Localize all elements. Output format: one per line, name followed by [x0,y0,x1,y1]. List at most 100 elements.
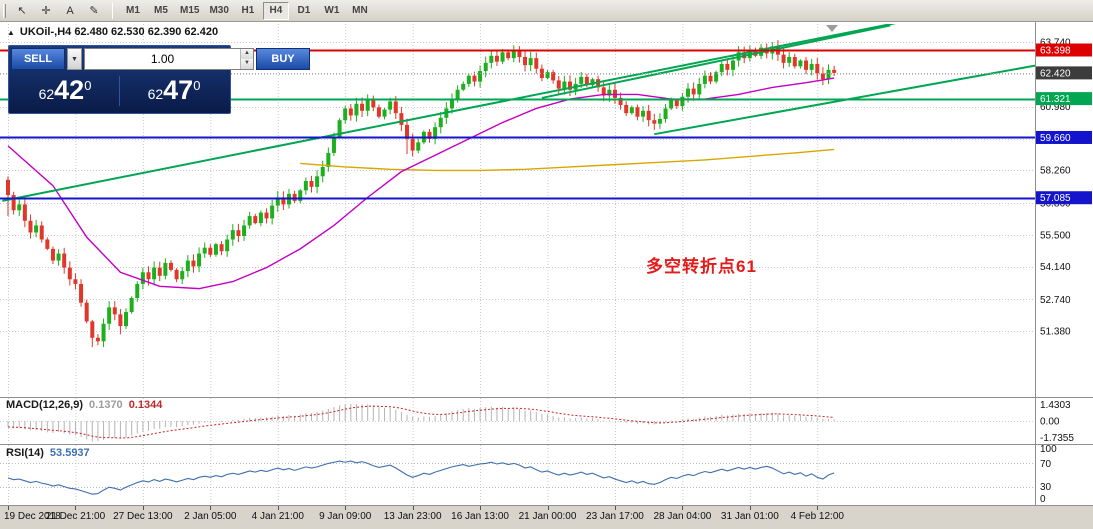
timeframe-button-m30[interactable]: M30 [205,2,232,20]
trendline-uptrend-main[interactable] [2,23,897,202]
candle [781,54,786,63]
candle [708,75,713,82]
candle [146,272,151,280]
candle [73,279,78,284]
timeframe-button-w1[interactable]: W1 [319,2,345,20]
candle [657,118,662,124]
candle [792,56,797,67]
candle [67,267,72,280]
candle [315,176,320,187]
timeframe-button-m1[interactable]: M1 [120,2,146,20]
candle [472,75,477,82]
time-axis-strip [0,505,1093,529]
candle [579,76,584,84]
draw-tool-button[interactable]: ✎ [83,2,105,20]
candle [112,307,117,315]
candle [809,63,814,70]
svg-text:100: 100 [1040,444,1057,455]
candle [804,60,809,70]
candle [95,337,100,342]
macd-name: MACD(12,26,9) [6,399,84,411]
candle [152,267,157,280]
macd-signal-value: 0.1344 [128,399,163,411]
candle [393,101,398,114]
panel-separators [0,22,1093,506]
time-label: 23 Jan 17:00 [586,511,644,522]
text-tool-button[interactable]: A [59,2,81,20]
trendline-uptrend-steep[interactable] [541,24,891,99]
candle [270,205,275,219]
candle [461,83,466,90]
candle [725,63,730,70]
candle [826,69,831,80]
chart-annotation-text[interactable]: 多空转折点61 [646,257,757,276]
candle [326,152,331,167]
timeframe-button-h1[interactable]: H1 [235,2,261,20]
rsi-line [7,460,835,495]
timeframe-button-m15[interactable]: M15 [176,2,203,20]
candle [197,253,202,267]
toolbar-grip[interactable] [3,3,6,18]
candle [236,230,241,236]
time-label: 4 Jan 21:00 [252,511,305,522]
symbol-ohlc-text: UKOil-,H4 62.480 62.530 62.390 62.420 [19,26,219,38]
time-label: 19 Dec 2018 [4,511,61,522]
candle [107,307,112,324]
one-click-trading-panel: SELL ▼ ▲ ▼ BUY 62420 62470 [8,45,310,114]
volume-input[interactable] [85,49,240,69]
volume-options-button[interactable]: ▼ [67,48,82,70]
candle [230,230,235,240]
candle [641,110,646,117]
svg-text:63.398: 63.398 [1040,46,1071,57]
candle [534,58,539,69]
candle [556,80,561,89]
candle [433,127,438,139]
candle [11,195,16,211]
candle [455,89,460,100]
price-axis-labels: 63.74060.98058.26056.86055.50054.14052.7… [1040,38,1074,506]
candle [663,108,668,119]
volume-decrease-button[interactable]: ▼ [241,59,253,69]
sell-button[interactable]: SELL [11,48,65,70]
rsi-layer [7,460,835,495]
time-label: 4 Feb 12:00 [791,511,845,522]
timeframe-button-h4[interactable]: H4 [262,1,289,20]
svg-text:70: 70 [1040,459,1052,470]
candle [247,216,252,226]
volume-increase-button[interactable]: ▲ [241,49,253,59]
svg-text:60.980: 60.980 [1040,102,1071,113]
time-label: 2 Jan 05:00 [184,511,237,522]
candle [691,88,696,95]
cursor-tool-button[interactable]: ↖ [11,2,33,20]
timeframe-button-m5[interactable]: M5 [148,2,174,20]
buy-button[interactable]: BUY [256,48,310,70]
candle [539,68,544,79]
candle [253,216,258,224]
candle [427,131,432,139]
bid-price: 62420 [38,75,92,105]
time-label: 31 Jan 01:00 [721,511,779,522]
time-label: 13 Jan 23:00 [384,511,442,522]
time-label: 9 Jan 09:00 [319,511,372,522]
candle [483,62,488,72]
candle [416,142,421,151]
timeframe-button-d1[interactable]: D1 [291,2,317,20]
one-click-panel-toggle-icon[interactable]: ▲ [7,28,15,37]
candle [506,52,511,59]
trendline-channel-lower[interactable] [654,59,1070,136]
timeframe-button-mn[interactable]: MN [347,2,373,20]
crosshair-tool-button[interactable]: ✛ [35,2,57,20]
chevron-down-icon: ▼ [71,55,78,63]
candle [118,314,123,327]
candle [281,197,286,205]
candle [399,113,404,125]
candle [185,260,190,272]
candle [624,104,629,114]
candle [545,72,550,79]
candle [365,100,370,111]
time-label: 27 Dec 13:00 [113,511,173,522]
candle [562,81,567,89]
candle [815,63,820,74]
